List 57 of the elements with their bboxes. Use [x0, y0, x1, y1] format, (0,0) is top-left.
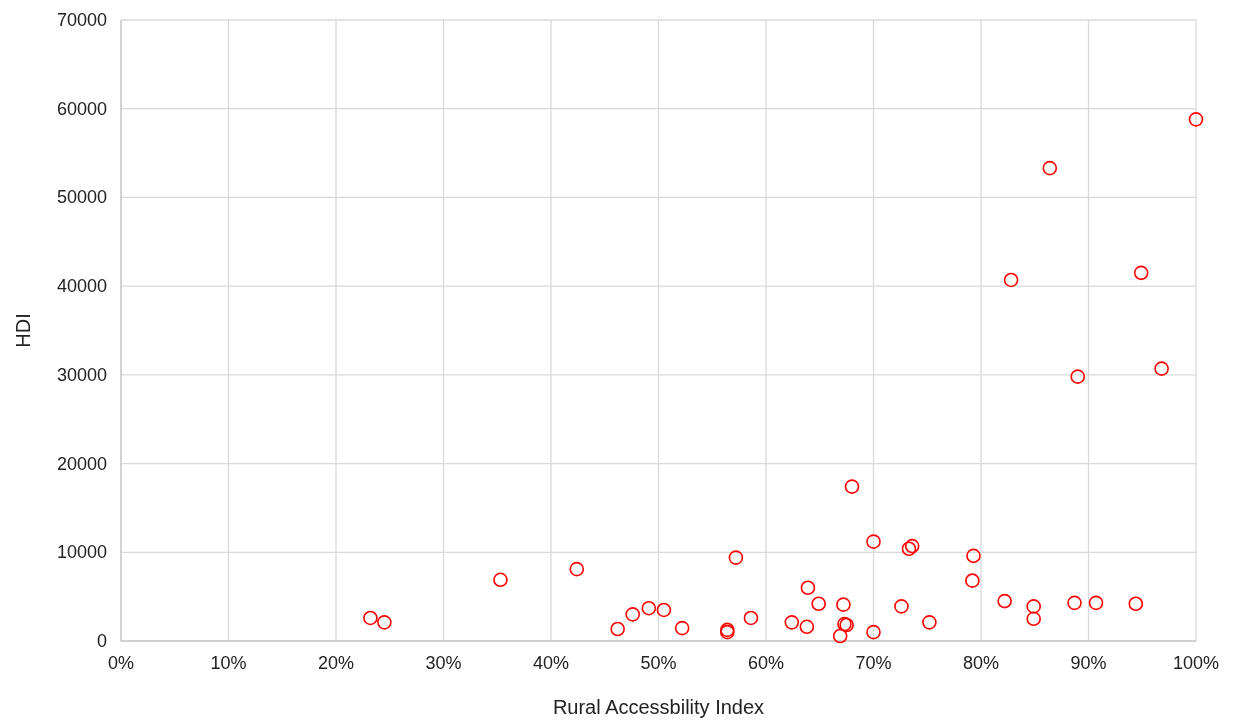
point — [799, 619, 815, 635]
point — [728, 550, 744, 565]
y-tick-label: 30000 — [56, 364, 107, 385]
point — [493, 572, 508, 588]
point — [997, 593, 1012, 609]
point — [674, 620, 690, 636]
y-tick-label: 0 — [96, 631, 107, 651]
point — [377, 615, 392, 630]
point — [784, 615, 800, 630]
point — [894, 599, 909, 614]
point — [656, 602, 672, 618]
x-tick-label: 80% — [962, 653, 1000, 673]
x-tick-label: 90% — [1070, 653, 1107, 673]
y-tick-label: 10000 — [56, 542, 107, 563]
point — [844, 479, 860, 494]
point — [743, 610, 759, 626]
x-tick-label: 0% — [107, 653, 135, 673]
point — [922, 615, 937, 630]
point — [965, 573, 980, 588]
y-tick-label: 40000 — [56, 276, 107, 297]
x-tick-label: 60% — [747, 653, 785, 673]
y-tick-label: 70000 — [56, 10, 107, 30]
point — [832, 628, 848, 644]
point — [1154, 361, 1169, 376]
point — [866, 534, 881, 549]
point — [1188, 112, 1204, 127]
point — [569, 561, 585, 577]
point — [866, 624, 881, 640]
point — [1128, 596, 1144, 612]
point — [800, 580, 816, 596]
x-tick-label: 20% — [317, 653, 355, 673]
x-tick-label: 10% — [210, 653, 247, 673]
point — [1042, 160, 1058, 176]
point — [641, 600, 657, 616]
point — [1026, 599, 1041, 614]
point — [1088, 595, 1104, 611]
point — [836, 597, 851, 612]
y-tick-label: 50000 — [56, 187, 107, 208]
y-tick-label: 20000 — [56, 453, 107, 474]
point — [966, 548, 981, 564]
point — [1067, 595, 1082, 611]
point — [1026, 611, 1041, 627]
point — [363, 610, 378, 626]
point — [1003, 272, 1019, 288]
x-axis-title: Rural Accessbility Index — [552, 696, 765, 718]
point — [1070, 369, 1086, 384]
x-tick-label: 100% — [1172, 653, 1220, 673]
x-tick-label: 40% — [532, 653, 570, 673]
y-axis-title: HDI — [12, 313, 34, 348]
point — [625, 607, 640, 622]
point — [811, 596, 826, 612]
x-tick-label: 70% — [855, 653, 892, 673]
point — [1133, 265, 1149, 281]
point — [610, 621, 625, 637]
x-tick-label: 30% — [425, 653, 462, 673]
y-tick-label: 60000 — [56, 98, 107, 119]
x-tick-label: 50% — [640, 653, 677, 673]
